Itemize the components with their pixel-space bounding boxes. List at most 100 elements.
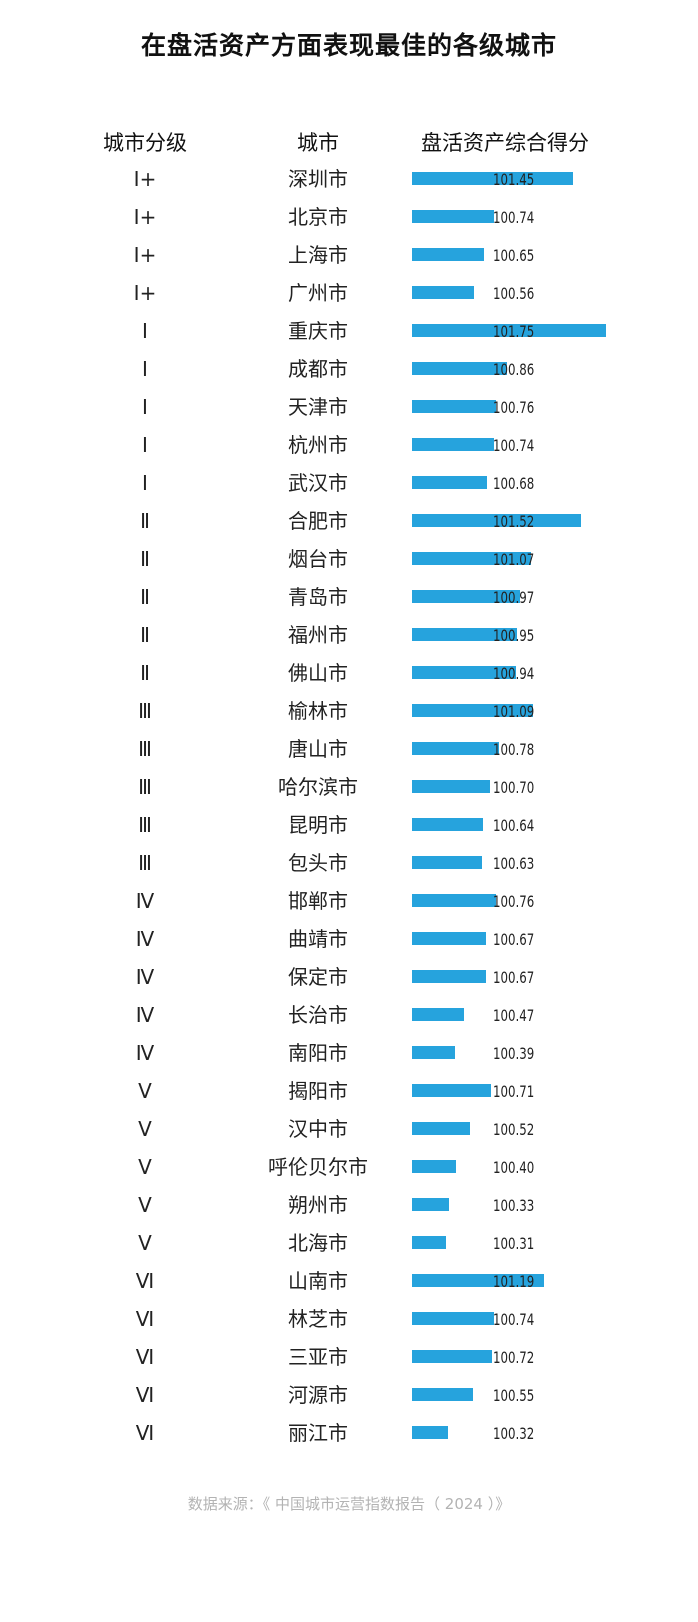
table-row: Ⅰ+ 北京市 100.74 <box>0 198 698 236</box>
tier-label: Ⅱ <box>140 623 150 647</box>
tier-label: Ⅵ <box>135 1269 155 1293</box>
table-row: Ⅴ 北海市 100.31 <box>0 1224 698 1262</box>
score-value-label: 100.95 <box>493 626 535 645</box>
table-row: Ⅱ 青岛市 100.97 <box>0 578 698 616</box>
tier-label: Ⅳ <box>135 1041 155 1065</box>
city-label: 林芝市 <box>288 1307 348 1331</box>
data-source-note: 数据来源：《 中国城市运营指数报告（ 2024 ）》 <box>187 1495 511 1513</box>
score-bar <box>412 552 531 565</box>
tier-label: Ⅰ <box>142 319 148 343</box>
score-value-label: 101.19 <box>493 1272 535 1291</box>
score-bar <box>412 970 487 983</box>
score-bar <box>412 1388 473 1401</box>
city-label: 北京市 <box>288 205 348 229</box>
score-value-label: 100.31 <box>493 1234 535 1253</box>
table-row: Ⅱ 烟台市 101.07 <box>0 540 698 578</box>
score-bar <box>412 780 490 793</box>
tier-label: Ⅰ+ <box>133 281 157 305</box>
score-bar <box>412 856 482 869</box>
city-label: 广州市 <box>288 281 348 305</box>
table-row: Ⅰ 成都市 100.86 <box>0 350 698 388</box>
score-bar <box>412 704 533 717</box>
table-row: Ⅰ 天津市 100.76 <box>0 388 698 426</box>
score-value-label: 100.52 <box>493 1120 535 1139</box>
score-bar <box>412 514 581 527</box>
score-bar <box>412 1274 544 1287</box>
score-bar <box>412 438 494 451</box>
tier-label: Ⅵ <box>135 1421 155 1445</box>
score-bar <box>412 1046 456 1059</box>
tier-label: Ⅲ <box>138 775 152 799</box>
tier-label: Ⅰ+ <box>133 167 157 191</box>
city-label: 揭阳市 <box>288 1079 348 1103</box>
table-row: Ⅳ 保定市 100.67 <box>0 958 698 996</box>
tier-label: Ⅳ <box>135 965 155 989</box>
score-value-label: 100.32 <box>493 1424 535 1443</box>
tier-label: Ⅱ <box>140 661 150 685</box>
score-bar <box>412 1008 465 1021</box>
score-value-label: 100.63 <box>493 854 535 873</box>
score-value-label: 100.74 <box>493 1310 535 1329</box>
city-label: 曲靖市 <box>288 927 348 951</box>
tier-label: Ⅳ <box>135 927 155 951</box>
table-row: Ⅴ 呼伦贝尔市 100.40 <box>0 1148 698 1186</box>
score-value-label: 100.47 <box>493 1006 535 1025</box>
table-row: Ⅱ 福州市 100.95 <box>0 616 698 654</box>
score-bar <box>412 400 497 413</box>
chart-title: 在盘活资产方面表现最佳的各级城市 <box>140 31 557 60</box>
score-value-label: 101.45 <box>493 170 535 189</box>
table-row: Ⅵ 丽江市 100.32 <box>0 1414 698 1452</box>
score-bar <box>412 362 508 375</box>
score-value-label: 100.72 <box>493 1348 535 1367</box>
tier-label: Ⅴ <box>138 1231 152 1255</box>
tier-label: Ⅰ+ <box>133 243 157 267</box>
table-row: Ⅳ 曲靖市 100.67 <box>0 920 698 958</box>
score-value-label: 100.67 <box>493 968 535 987</box>
tier-label: Ⅴ <box>138 1079 152 1103</box>
score-bar <box>412 590 520 603</box>
city-label: 青岛市 <box>288 585 348 609</box>
table-row: Ⅳ 长治市 100.47 <box>0 996 698 1034</box>
score-bar <box>412 666 517 679</box>
score-value-label: 100.94 <box>493 664 535 683</box>
city-label: 合肥市 <box>288 509 348 533</box>
city-label: 邯郸市 <box>288 889 348 913</box>
score-bar <box>412 1350 492 1363</box>
table-row: Ⅰ+ 上海市 100.65 <box>0 236 698 274</box>
table-row: Ⅱ 合肥市 101.52 <box>0 502 698 540</box>
score-value-label: 100.39 <box>493 1044 535 1063</box>
score-bar <box>412 932 487 945</box>
tier-label: Ⅲ <box>138 699 152 723</box>
score-bar <box>412 210 494 223</box>
table-row: Ⅴ 朔州市 100.33 <box>0 1186 698 1224</box>
tier-label: Ⅳ <box>135 889 155 913</box>
score-value-label: 101.07 <box>493 550 535 569</box>
city-label: 呼伦贝尔市 <box>268 1155 368 1179</box>
score-bar <box>412 1122 470 1135</box>
column-header-score: 盘活资产综合得分 <box>421 131 589 155</box>
column-header-tier: 城市分级 <box>103 131 187 155</box>
tier-label: Ⅴ <box>138 1117 152 1141</box>
city-label: 佛山市 <box>288 661 348 685</box>
table-row: Ⅰ 重庆市 101.75 <box>0 312 698 350</box>
tier-label: Ⅱ <box>140 509 150 533</box>
table-row: Ⅰ+ 深圳市 101.45 <box>0 160 698 198</box>
tier-label: Ⅰ+ <box>133 205 157 229</box>
city-label: 河源市 <box>288 1383 348 1407</box>
city-label: 天津市 <box>288 395 348 419</box>
tier-label: Ⅵ <box>135 1383 155 1407</box>
score-value-label: 101.52 <box>493 512 535 531</box>
city-label: 山南市 <box>288 1269 348 1293</box>
table-row: Ⅰ+ 广州市 100.56 <box>0 274 698 312</box>
table-row: Ⅵ 河源市 100.55 <box>0 1376 698 1414</box>
city-label: 重庆市 <box>288 319 348 343</box>
city-label: 烟台市 <box>288 547 348 571</box>
score-value-label: 100.74 <box>493 208 535 227</box>
score-bar <box>412 324 606 337</box>
score-bar <box>412 1160 457 1173</box>
table-row: Ⅵ 三亚市 100.72 <box>0 1338 698 1376</box>
score-bar <box>412 1198 449 1211</box>
score-value-label: 101.09 <box>493 702 535 721</box>
score-bar <box>412 628 518 641</box>
